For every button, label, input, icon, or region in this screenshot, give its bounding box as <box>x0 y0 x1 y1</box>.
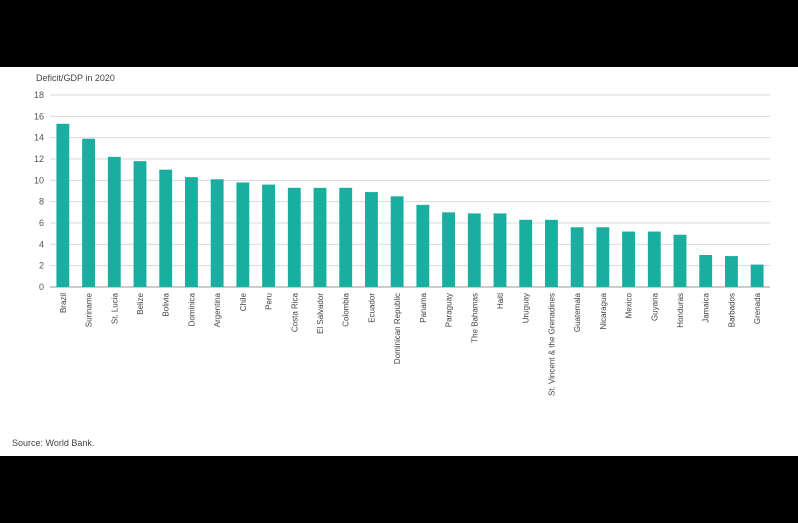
x-tick-label: Chile <box>239 292 248 311</box>
x-tick-label: Ecuador <box>367 293 376 323</box>
x-tick-label: Nicaragua <box>599 292 608 329</box>
x-tick-label: Belize <box>136 292 145 314</box>
x-tick-label: Jamaica <box>702 292 711 322</box>
bar <box>390 196 404 287</box>
y-tick-label: 16 <box>34 111 44 121</box>
x-tick-label: Colombia <box>342 292 351 326</box>
y-tick-label: 0 <box>39 282 44 292</box>
x-tick-label: Panama <box>419 292 428 322</box>
y-tick-label: 2 <box>39 261 44 271</box>
x-tick-label: Bolivia <box>162 292 171 316</box>
bar <box>107 156 121 287</box>
bar <box>287 187 301 287</box>
bar <box>339 187 353 287</box>
x-tick-label: Guatemala <box>573 292 582 332</box>
y-tick-label: 12 <box>34 154 44 164</box>
x-tick-label: Dominican Republic <box>393 293 402 364</box>
bar <box>622 231 635 287</box>
bar <box>467 213 481 287</box>
x-tick-label: The Bahamas <box>470 293 479 343</box>
bar <box>365 192 378 287</box>
bar <box>647 231 661 287</box>
y-tick-label: 8 <box>39 197 44 207</box>
bar <box>493 213 507 287</box>
bar <box>210 179 224 287</box>
chart-panel: Deficit/GDP in 2020 0 2 4 6 8 10 12 14 16 18 Brazi… <box>0 67 798 456</box>
x-tick-label: Costa Rica <box>290 292 299 332</box>
bar-chart: 0 2 4 6 8 10 12 14 16 18 Brazil Suriname St. Lucia Be… <box>34 90 770 396</box>
bar <box>519 219 533 287</box>
x-tick-label: Suriname <box>85 292 94 327</box>
x-tick-label: Brazil <box>59 293 68 313</box>
x-tick-label: El Salvador <box>316 293 325 334</box>
bar <box>313 187 327 287</box>
x-tick-label: Peru <box>265 293 274 310</box>
bar <box>725 256 738 287</box>
y-tick-label: 14 <box>34 133 44 143</box>
bar <box>56 123 70 287</box>
bar <box>699 255 713 287</box>
bar <box>262 184 275 287</box>
x-tick-label: Dominica <box>187 292 196 326</box>
y-tick-label: 6 <box>39 218 44 228</box>
bar <box>159 169 173 287</box>
x-tick-label: Haiti <box>496 293 505 309</box>
y-tick-label: 4 <box>39 239 44 249</box>
bar <box>570 227 584 287</box>
x-tick-label: Honduras <box>676 293 685 328</box>
x-tick-label: Paraguay <box>445 293 454 327</box>
x-tick-label: Uruguay <box>522 293 531 323</box>
bar <box>185 177 198 287</box>
y-tick-label: 10 <box>34 175 44 185</box>
bar <box>416 204 430 287</box>
y-axis-title: Deficit/GDP in 2020 <box>36 73 115 83</box>
bar <box>82 138 95 287</box>
bar <box>596 227 610 287</box>
x-tick-label: Grenada <box>753 292 762 324</box>
bar <box>442 212 455 287</box>
bar <box>673 234 687 287</box>
x-tick-label: Guyana <box>650 292 659 321</box>
x-tick-label: St. Vincent & the Grenadines <box>547 293 556 396</box>
y-tick-label: 18 <box>34 90 44 100</box>
x-tick-label: Argentina <box>213 292 222 327</box>
x-tick-label: Mexico <box>625 292 634 318</box>
bar <box>750 264 764 287</box>
bar <box>236 182 250 287</box>
bar <box>133 161 147 287</box>
source-note: Source: World Bank. <box>12 438 95 448</box>
x-tick-label: Barbados <box>727 293 736 327</box>
x-tick-label: St. Lucia <box>110 292 119 324</box>
bar <box>545 219 558 287</box>
